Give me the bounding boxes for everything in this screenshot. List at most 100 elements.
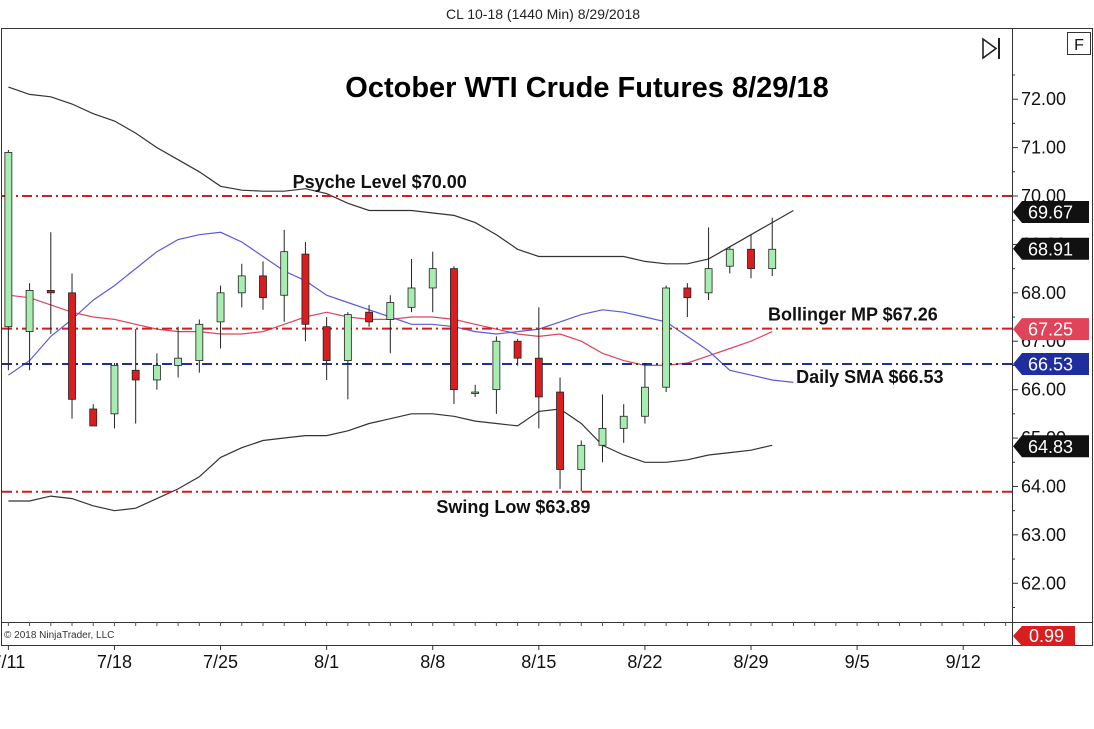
candle-body-up	[704, 268, 713, 294]
copyright-text: © 2018 NinjaTrader, LLC	[4, 630, 114, 641]
candle-body-down	[301, 253, 310, 325]
candle-body-down	[68, 292, 76, 400]
candle-body-up	[25, 290, 34, 332]
lower-panel-tag-label: 0.99	[1029, 626, 1064, 646]
x-tick-label: 7/18	[97, 652, 132, 672]
candle	[216, 285, 225, 349]
last-price-tag-label: 68.91	[1028, 239, 1073, 259]
x-tick-label: 7/25	[203, 652, 238, 672]
candle	[89, 404, 98, 427]
x-tick-label: 9/5	[845, 652, 870, 672]
lower-band-tag-label: 64.83	[1028, 437, 1073, 457]
candle	[237, 263, 246, 308]
candle-body-down	[450, 268, 458, 391]
y-tick-label: 72.00	[1021, 89, 1066, 109]
candle-body-up	[343, 314, 352, 361]
candle-body-up	[152, 365, 161, 381]
candle	[259, 261, 267, 310]
candle	[110, 363, 119, 429]
candle-body-down	[683, 287, 692, 299]
candle	[322, 317, 331, 380]
sma-tag: 66.53	[1013, 352, 1089, 375]
daily-sma-line	[8, 231, 794, 383]
price-tags: 69.67 68.91 67.25 66.53 64.83	[1013, 200, 1089, 458]
last-price-tag-shape	[1013, 237, 1089, 260]
candle-body-up	[598, 427, 607, 446]
candle-body-down	[556, 391, 564, 470]
sma-tag-label: 66.53	[1028, 354, 1073, 374]
candle-body-up	[237, 275, 246, 294]
upper-band-tag-shape	[1013, 200, 1089, 223]
psyche-level-label: Psyche Level $70.00	[293, 172, 467, 192]
candle	[152, 353, 161, 390]
price-axis: 62.0063.0064.0065.0066.0067.0068.0069.00…	[1012, 74, 1066, 608]
x-tick-label: 7/11	[0, 652, 25, 672]
candle	[598, 394, 607, 463]
lower-band-tag-shape	[1013, 435, 1089, 458]
candle-body-up	[725, 248, 734, 267]
candle	[450, 266, 458, 405]
candle	[513, 338, 522, 366]
candle	[428, 251, 437, 313]
candle-body-down	[747, 248, 755, 270]
candle-body-up	[407, 287, 416, 308]
indicators	[8, 86, 794, 512]
candle-body-down	[131, 369, 140, 381]
candle-body-up	[195, 323, 204, 361]
candle	[641, 363, 649, 424]
candle	[577, 440, 586, 492]
y-tick-label: 64.00	[1021, 476, 1066, 496]
candle-body-up	[280, 251, 289, 296]
candle	[343, 312, 352, 400]
mid-band-tag-shape	[1013, 318, 1089, 341]
candle-body-down	[513, 340, 522, 359]
x-tick-label: 8/8	[420, 652, 445, 672]
candle-body-up	[641, 386, 649, 417]
candle	[301, 241, 310, 342]
candle-body-up	[768, 248, 777, 270]
candle-body-up	[662, 287, 671, 388]
y-tick-label: 71.00	[1021, 138, 1066, 158]
x-tick-label: 9/12	[946, 652, 981, 672]
candle-body-up	[110, 365, 119, 415]
candle	[365, 304, 373, 327]
lower-band-tag: 64.83	[1013, 435, 1089, 458]
candle	[68, 273, 76, 419]
candle-body-down	[322, 326, 331, 361]
candle-body-down	[89, 408, 98, 427]
candle-body-up	[174, 357, 183, 366]
sma-tag-shape	[1013, 352, 1089, 375]
candle	[195, 319, 204, 373]
chart-title: October WTI Crude Futures 8/29/18	[345, 72, 828, 104]
candle	[556, 377, 564, 489]
candle-body-up	[386, 302, 395, 320]
lower-band-line	[8, 408, 773, 512]
candle	[4, 150, 13, 371]
candle-body-up	[492, 340, 501, 391]
candle-body-down	[46, 290, 55, 294]
candle	[46, 232, 55, 334]
skip-to-end-icon[interactable]	[978, 36, 1004, 62]
y-tick-label: 63.00	[1021, 525, 1066, 545]
upper-band-line	[8, 86, 794, 265]
upper-band-tag-label: 69.67	[1028, 202, 1073, 222]
x-tick-label: 8/22	[627, 652, 662, 672]
candle	[471, 384, 480, 397]
candle	[683, 283, 692, 318]
y-tick-label: 66.00	[1021, 380, 1066, 400]
x-tick-label: 8/29	[733, 652, 768, 672]
candle	[768, 217, 777, 276]
candle-body-down	[534, 357, 543, 398]
f-button[interactable]: F	[1067, 32, 1091, 55]
lower-panel-tag: 0.99	[1013, 626, 1075, 646]
candle	[725, 246, 734, 274]
candle	[386, 295, 395, 354]
upper-band-tag: 69.67	[1013, 200, 1089, 223]
candle-body-up	[619, 415, 628, 429]
candle-body-up	[577, 444, 586, 470]
candle-body-up	[428, 268, 437, 289]
candle-body-up	[4, 152, 13, 328]
candle	[174, 326, 183, 378]
candle	[492, 336, 501, 414]
